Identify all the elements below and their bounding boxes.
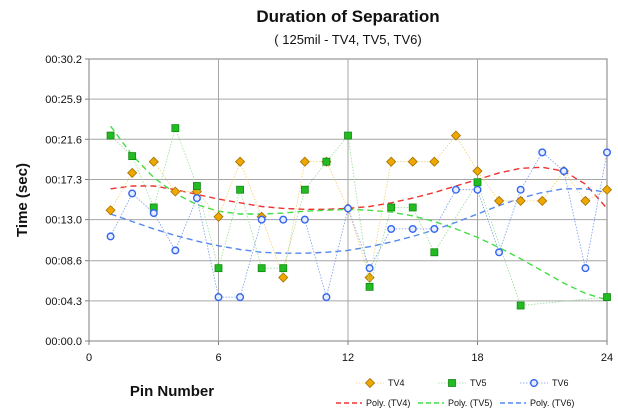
data-point-tv6 [430,224,439,233]
data-point-tv4 [127,167,138,178]
data-point-tv5 [171,124,180,132]
data-point-tv4 [148,156,159,167]
data-point-tv6 [106,232,115,241]
y-tick-label: 00:25.9 [45,94,82,106]
data-point-tv5 [430,248,439,257]
legend-label-tv4: TV4 [388,378,405,388]
data-point-tv5 [322,157,331,166]
y-tick-label: 00:00.0 [45,336,82,348]
data-point-tv6 [236,293,245,302]
legend-label-tv6: TV6 [552,378,569,388]
y-axis-title: Time (sec) [14,163,31,237]
data-point-tv6 [322,293,331,302]
data-point-tv5 [516,301,525,310]
data-point-tv6 [451,185,460,194]
data-point-tv6 [473,185,482,194]
legend-marker-tv5 [448,379,456,387]
trendlines [110,125,608,301]
data-point-tv6 [171,246,180,255]
data-point-tv4 [299,156,310,167]
series-tv5 [106,124,611,310]
legend-label-tv5: TV5 [470,378,487,388]
data-point-tv5 [387,203,396,212]
data-point-tv6 [387,224,396,233]
x-tick-label: 0 [86,352,92,364]
y-tick-label: 00:04.3 [45,296,82,308]
data-point-tv5 [344,131,352,140]
data-point-tv6 [192,194,201,203]
series-tv4 [105,130,613,283]
series-tv6 [106,148,612,302]
trendline-6 [110,188,608,254]
data-point-tv6 [516,185,525,194]
data-point-tv4 [386,156,397,167]
legend-trend-label-6: Poly. (TV6) [530,398,574,408]
legend-trend-label-5: Poly. (TV5) [448,398,492,408]
data-point-tv4 [278,272,289,283]
x-tick-label: 12 [342,352,354,364]
trendline-4 [110,166,608,211]
data-point-tv4 [407,156,418,167]
data-point-tv6 [365,264,374,273]
data-point-tv6 [581,264,590,273]
data-point-tv5 [106,131,115,140]
data-point-tv6 [538,148,547,157]
data-point-tv6 [559,167,568,176]
data-point-tv5 [365,282,374,291]
data-point-tv4 [537,195,548,206]
data-point-tv5 [408,203,417,212]
y-tick-label: 00:21.6 [45,134,82,146]
data-point-tv6 [149,209,158,218]
data-point-tv6 [495,248,504,257]
data-point-tv5 [193,182,201,190]
data-point-tv4 [601,184,613,195]
data-point-tv5 [603,293,611,302]
legend-marker-tv4 [364,377,376,389]
x-tick-label: 24 [601,352,613,364]
data-point-tv5 [473,178,482,187]
data-point-tv5 [257,264,266,273]
data-point-tv4 [429,156,440,167]
data-series [105,124,613,310]
data-point-tv6 [344,204,353,213]
data-point-tv4 [170,186,181,197]
y-tick-label: 00:08.6 [45,256,82,268]
data-point-tv6 [300,215,309,224]
data-point-tv6 [128,189,137,198]
data-point-tv4 [450,130,461,141]
data-point-tv5 [128,152,137,161]
y-tick-label: 00:30.2 [45,54,82,66]
legend-trend-label-4: Poly. (TV4) [366,398,410,408]
data-point-tv5 [279,264,288,273]
x-tick-label: 6 [215,352,221,364]
data-point-tv5 [300,185,309,194]
data-point-tv6 [257,215,266,224]
data-point-tv4 [515,195,526,206]
data-point-tv6 [279,215,288,224]
x-axis-ticks: 0 6 12 18 24 [86,341,613,364]
data-point-tv4 [105,205,116,216]
chart-subtitle: ( 125mil - TV4, TV5, TV6) [274,32,421,47]
trendline-5 [110,125,608,301]
legend: TV4 TV5 TV6 Poly. (TV4) Poly. (TV5) Poly. (TV… [336,377,574,408]
data-point-tv5 [214,264,223,273]
data-point-tv6 [214,293,223,302]
y-tick-label: 00:17.3 [45,174,82,186]
x-tick-label: 18 [471,352,483,364]
chart-title: Duration of Separation [256,7,439,26]
data-point-tv4 [580,195,591,206]
data-point-tv6 [408,224,417,233]
x-axis-title: Pin Number [130,383,214,400]
data-point-tv4 [494,195,505,206]
data-point-tv4 [235,156,246,167]
data-point-tv6 [603,148,612,157]
data-point-tv4 [213,211,224,222]
data-point-tv5 [236,185,244,194]
data-point-tv4 [472,165,483,177]
y-axis-ticks: 00:00.0 00:04.3 00:08.6 00:13.0 00:17.3 00:21… [45,54,89,348]
y-tick-label: 00:13.0 [45,215,82,227]
legend-marker-tv6 [530,379,539,388]
